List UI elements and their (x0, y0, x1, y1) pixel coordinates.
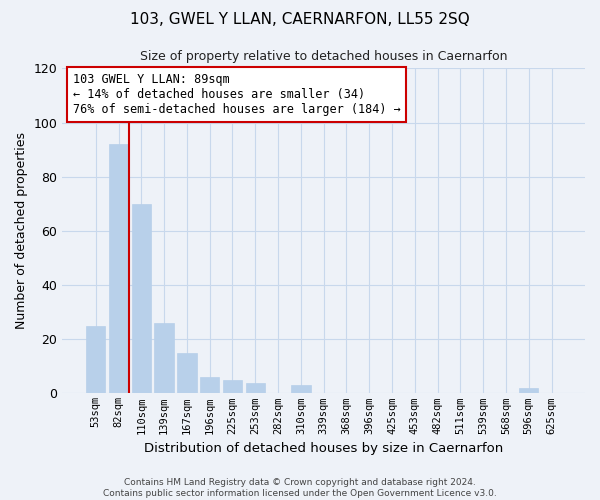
Y-axis label: Number of detached properties: Number of detached properties (15, 132, 28, 330)
Title: Size of property relative to detached houses in Caernarfon: Size of property relative to detached ho… (140, 50, 508, 63)
Text: Contains HM Land Registry data © Crown copyright and database right 2024.
Contai: Contains HM Land Registry data © Crown c… (103, 478, 497, 498)
Bar (131, 204, 151, 394)
Bar (109, 144, 128, 394)
Bar (223, 380, 242, 394)
Bar (291, 386, 311, 394)
X-axis label: Distribution of detached houses by size in Caernarfon: Distribution of detached houses by size … (144, 442, 503, 455)
Bar (245, 382, 265, 394)
Bar (177, 353, 197, 394)
Bar (86, 326, 106, 394)
Bar (519, 388, 538, 394)
Text: 103, GWEL Y LLAN, CAERNARFON, LL55 2SQ: 103, GWEL Y LLAN, CAERNARFON, LL55 2SQ (130, 12, 470, 28)
Text: 103 GWEL Y LLAN: 89sqm
← 14% of detached houses are smaller (34)
76% of semi-det: 103 GWEL Y LLAN: 89sqm ← 14% of detached… (73, 73, 400, 116)
Bar (154, 323, 174, 394)
Bar (200, 377, 220, 394)
